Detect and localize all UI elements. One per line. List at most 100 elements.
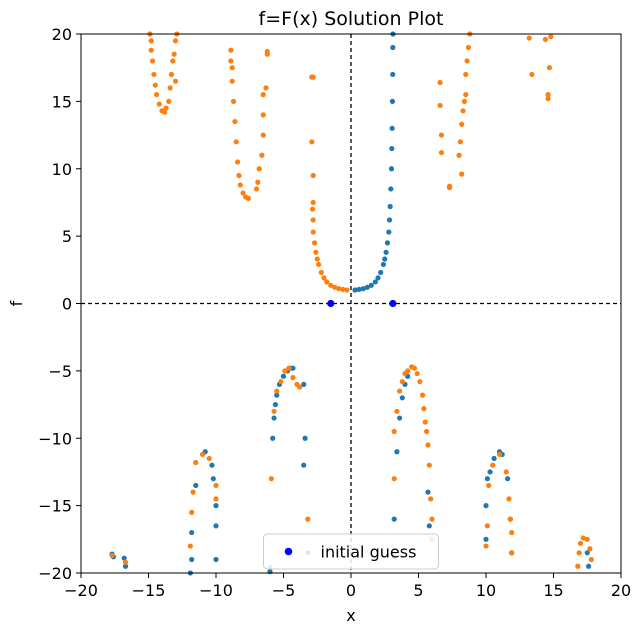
data-point [526,35,532,41]
data-point [384,240,391,246]
reference-lines [81,34,621,573]
data-point [318,269,324,276]
data-point [394,449,400,455]
data-point [389,98,396,104]
data-point [446,185,453,191]
data-point [546,65,553,71]
legend-marker [284,547,293,556]
data-point [171,51,177,57]
data-point [233,139,239,145]
data-point [584,536,590,542]
legend-box [263,533,439,570]
data-point [332,284,338,290]
data-point [297,384,303,390]
x-tick-label: −15 [132,581,166,600]
data-point [577,540,584,546]
data-point [302,435,308,441]
data-point [170,58,176,64]
data-point [213,503,219,509]
data-point [210,476,216,482]
data-point [588,556,594,563]
data-point [419,392,426,398]
data-point [390,71,396,78]
data-point [580,535,586,541]
data-point [465,44,472,51]
data-point [388,186,394,192]
y-tick-label: 15 [52,92,72,111]
data-point [421,406,427,412]
legend-label: initial guess [321,543,417,562]
data-point [438,149,445,156]
data-point [271,415,277,421]
data-point [438,132,445,138]
data-point [460,108,466,114]
y-tick-label: −5 [48,362,72,381]
data-point [483,543,489,549]
data-point [340,286,346,292]
data-point [437,79,443,86]
data-point [506,496,512,502]
x-tick-label: 10 [476,581,496,600]
data-point [344,287,350,293]
data-point [268,476,274,482]
data-point [484,523,490,529]
data-point [389,125,395,131]
data-point [399,395,405,401]
data-point [576,550,582,556]
data-point [545,96,551,102]
data-point [286,365,292,371]
data-point [236,172,242,179]
data-point [383,249,389,255]
data-point [301,462,307,468]
data-point [390,44,396,51]
data-point [388,166,395,172]
y-axis-label: f [7,300,26,306]
y-tick-label: 20 [52,25,72,44]
data-point [509,550,515,556]
data-point [310,229,316,235]
data-point [389,145,395,152]
data-point [584,550,590,556]
x-axis-ticks: −20 −15 −10 −5 0 5 10 15 20 [64,573,631,600]
data-point [457,139,463,145]
data-point [461,98,467,104]
data-point [327,299,335,308]
data-point [253,186,260,192]
data-point [529,71,535,78]
data-point [280,373,287,379]
data-point [152,82,158,88]
data-point [121,555,127,561]
data-point [151,71,157,78]
data-point [411,365,418,371]
data-point [260,92,266,98]
data-point [310,74,316,80]
data-point [240,190,246,196]
data-point [189,556,195,563]
data-point [456,152,462,158]
data-point [228,47,234,53]
data-point [496,451,503,458]
data-point [397,388,403,394]
y-tick-label: −20 [38,564,72,583]
data-point [505,476,511,482]
y-tick-label: 0 [62,295,72,314]
x-tick-label: 20 [611,581,631,600]
data-point [309,206,316,212]
data-point [372,279,378,285]
data-point [426,462,432,468]
data-point [156,101,162,107]
data-point [290,375,296,381]
data-point [586,563,592,569]
data-point [405,368,411,374]
data-point [301,381,307,387]
x-tick-label: 0 [346,581,356,600]
data-point [274,388,280,394]
data-point [484,476,490,482]
data-point [154,92,160,98]
data-point [229,65,235,71]
data-point [428,496,434,502]
data-point [382,256,388,262]
data-point [425,489,431,495]
data-point [328,282,334,288]
data-point [364,284,370,290]
